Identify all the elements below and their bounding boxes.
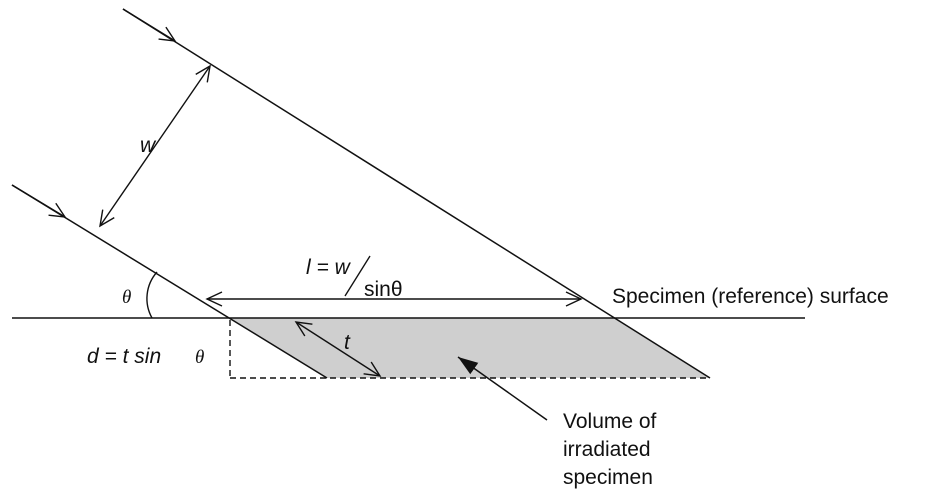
- upper-beam-line: [122, 8, 711, 379]
- irradiated-length-label: l = w: [306, 256, 352, 279]
- volume-label-line-3: specimen: [563, 466, 653, 489]
- upper-beam-direction-arrow: [122, 8, 177, 42]
- irradiated-length-denominator: sinθ: [364, 278, 403, 301]
- incidence-angle-label: θ: [122, 287, 131, 308]
- specimen-surface-label: Specimen (reference) surface: [612, 285, 889, 308]
- beam-width-label: w: [140, 134, 157, 157]
- irradiated-volume-region: [230, 318, 710, 378]
- volume-pointer-arrow: [457, 356, 548, 421]
- beam-width-arrow: [99, 64, 211, 228]
- volume-label: Volume of irradiated specimen: [563, 410, 662, 489]
- depth-formula-theta: θ: [195, 347, 204, 368]
- thickness-arrow: [294, 321, 382, 377]
- volume-label-line-2: irradiated: [563, 438, 651, 461]
- incidence-angle-arc: [146, 271, 158, 319]
- volume-label-line-1: Volume of: [563, 410, 657, 433]
- fraction-slash: [344, 255, 371, 297]
- depth-formula-label: d = t sin: [87, 345, 161, 368]
- thickness-label: t: [344, 331, 351, 354]
- lower-beam-direction-arrow: [11, 184, 67, 218]
